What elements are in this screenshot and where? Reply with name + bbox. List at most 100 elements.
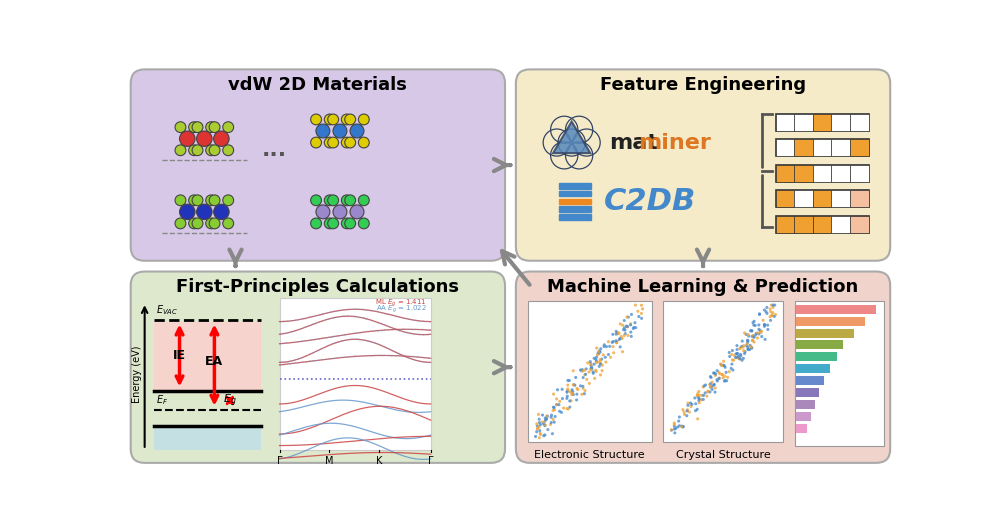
Point xyxy=(583,364,599,373)
Point xyxy=(702,373,718,381)
Point xyxy=(588,355,604,364)
Point xyxy=(616,325,631,334)
Point xyxy=(586,369,602,377)
Point xyxy=(537,431,553,439)
Point xyxy=(564,389,580,397)
Point xyxy=(745,332,761,340)
Point xyxy=(576,373,592,382)
Point xyxy=(697,389,713,397)
Point xyxy=(754,333,770,341)
Point xyxy=(531,410,547,418)
Point xyxy=(707,388,723,396)
Point xyxy=(530,422,546,430)
Text: mat: mat xyxy=(609,133,657,152)
Point xyxy=(584,363,600,372)
Point xyxy=(575,382,591,391)
Point xyxy=(545,430,561,438)
Point xyxy=(666,421,682,429)
Point xyxy=(546,418,562,426)
Bar xyxy=(832,216,850,232)
Circle shape xyxy=(359,114,370,125)
Point xyxy=(743,342,759,350)
Text: $E_{VAC}$: $E_{VAC}$ xyxy=(156,303,178,317)
Point xyxy=(722,352,738,360)
Point xyxy=(545,415,561,424)
Point xyxy=(721,348,737,357)
Point xyxy=(729,354,745,362)
Circle shape xyxy=(188,122,199,132)
Point xyxy=(765,303,781,311)
Circle shape xyxy=(175,145,186,155)
Bar xyxy=(832,114,850,131)
Point xyxy=(763,307,779,316)
Circle shape xyxy=(188,145,199,155)
Point xyxy=(689,389,705,398)
Text: $E_g$: $E_g$ xyxy=(223,392,237,409)
Point xyxy=(679,412,695,420)
Point xyxy=(714,370,730,379)
Point xyxy=(566,391,582,399)
Circle shape xyxy=(192,195,203,206)
Point xyxy=(754,327,770,336)
Bar xyxy=(794,140,813,157)
Circle shape xyxy=(209,145,220,155)
Point xyxy=(718,368,734,377)
Point xyxy=(696,382,712,390)
Point xyxy=(587,360,603,368)
Point xyxy=(715,374,731,382)
Point xyxy=(549,401,565,409)
Bar xyxy=(850,190,869,207)
Bar xyxy=(776,140,794,157)
Point xyxy=(532,426,548,435)
Point xyxy=(599,343,615,351)
Point xyxy=(703,379,719,388)
Point xyxy=(691,396,707,405)
Point xyxy=(709,375,725,384)
Point xyxy=(752,310,768,319)
Circle shape xyxy=(213,204,229,220)
Circle shape xyxy=(206,145,216,155)
Point xyxy=(735,354,751,363)
Point xyxy=(707,384,723,392)
Point xyxy=(540,412,556,421)
Point xyxy=(593,360,609,368)
Bar xyxy=(813,140,832,157)
Point xyxy=(739,340,755,348)
Point xyxy=(741,332,757,340)
Point xyxy=(732,345,748,353)
Point xyxy=(550,386,566,394)
Point xyxy=(746,333,762,341)
Circle shape xyxy=(350,124,364,138)
Point xyxy=(609,339,624,347)
Point xyxy=(762,313,778,321)
Point xyxy=(566,380,582,389)
Point xyxy=(675,423,691,431)
Circle shape xyxy=(325,137,335,148)
Point xyxy=(742,345,758,354)
Point xyxy=(766,312,782,320)
Point xyxy=(752,310,768,318)
Point xyxy=(579,365,595,373)
Point xyxy=(559,394,575,403)
Bar xyxy=(797,340,843,349)
Text: ML $E_g$ = 1.411: ML $E_g$ = 1.411 xyxy=(375,297,426,309)
Point xyxy=(629,307,645,316)
Point xyxy=(562,376,578,385)
Circle shape xyxy=(345,137,356,148)
Point xyxy=(594,355,610,364)
Point xyxy=(750,329,766,337)
Text: K: K xyxy=(376,456,382,466)
Bar xyxy=(797,412,811,421)
Bar xyxy=(850,140,869,157)
Point xyxy=(560,387,576,395)
Point xyxy=(612,335,627,344)
Text: vdW 2D Materials: vdW 2D Materials xyxy=(228,76,407,94)
Point xyxy=(703,373,719,382)
Point xyxy=(609,330,624,338)
Point xyxy=(740,345,756,354)
Point xyxy=(560,381,576,389)
Point xyxy=(689,392,705,400)
Point xyxy=(707,370,723,378)
Point xyxy=(591,348,607,356)
Circle shape xyxy=(213,131,229,147)
